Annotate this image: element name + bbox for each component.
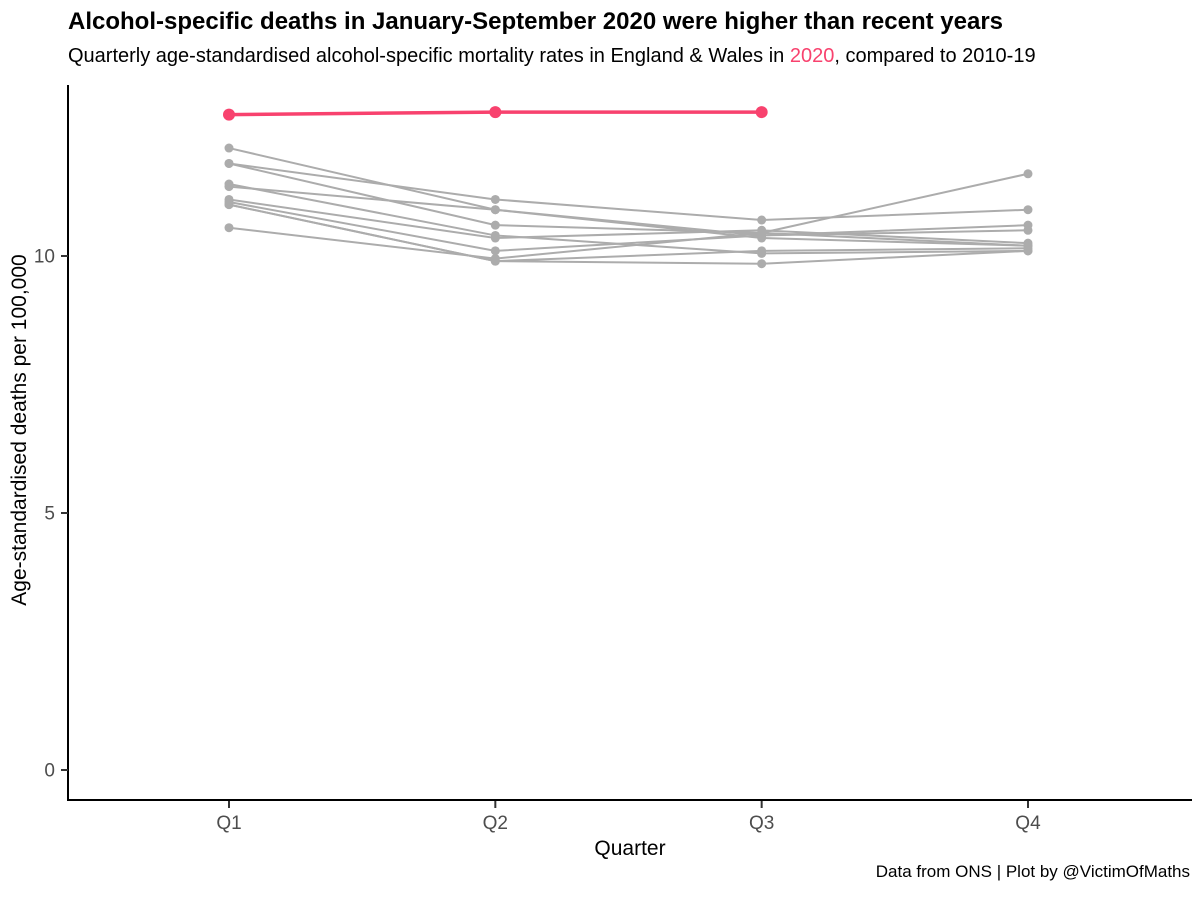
series-line-2011 <box>228 147 1029 237</box>
series-point-2020 <box>755 106 768 119</box>
series-point-2017 <box>757 246 767 256</box>
subtitle-prefix: Quarterly age-standardised alcohol-speci… <box>68 45 790 67</box>
series-point-2018 <box>1023 246 1033 256</box>
y-axis-tick-label: 5 <box>44 504 55 525</box>
series-point-2019 <box>490 254 500 264</box>
series-point-2010 <box>490 194 500 204</box>
series-point-2014 <box>490 205 500 215</box>
x-axis-tick-label: Q3 <box>749 813 774 834</box>
chart-subtitle: Quarterly age-standardised alcohol-speci… <box>68 45 1036 68</box>
series-line-2014 <box>228 185 1029 247</box>
series-point-2018 <box>224 200 234 210</box>
x-axis-tick-label: Q4 <box>1015 813 1041 834</box>
chart-title: Alcohol-specific deaths in January-Septe… <box>68 8 1004 35</box>
series-line-2018 <box>228 203 1029 265</box>
series-point-2012 <box>490 220 500 230</box>
y-axis-title: Age-standardised deaths per 100,000 <box>8 254 31 605</box>
series-point-2019 <box>757 228 767 238</box>
y-axis-tick-label: 10 <box>34 247 55 268</box>
series-point-2010 <box>1023 205 1033 215</box>
subtitle-suffix: , compared to 2010-19 <box>834 45 1036 67</box>
series-line-2012 <box>228 162 1029 247</box>
series-point-2012 <box>224 158 234 168</box>
series-point-2015 <box>1023 220 1033 230</box>
series-point-2018 <box>757 259 767 269</box>
series-point-2015 <box>490 246 500 256</box>
series-point-2019 <box>1023 169 1033 179</box>
y-axis-tick-label: 0 <box>44 761 55 782</box>
series-point-2016 <box>490 233 500 243</box>
series-line-2015 <box>228 201 1029 252</box>
subtitle-highlight-2020: 2020 <box>789 45 835 67</box>
series-point-2010 <box>757 215 767 225</box>
series-point-2014 <box>224 182 234 192</box>
x-axis-tick-label: Q1 <box>216 813 241 834</box>
x-axis-tick-label: Q2 <box>483 813 508 834</box>
series-point-2020 <box>489 106 502 119</box>
series-point-2020 <box>223 108 235 121</box>
series-point-2019 <box>224 223 234 233</box>
series-line-2010 <box>228 162 1029 222</box>
series-line-2019 <box>228 172 1029 260</box>
series-point-2011 <box>224 143 234 153</box>
x-axis-title: Quarter <box>594 837 665 860</box>
chart-caption: Data from ONS | Plot by @VictimOfMaths <box>875 862 1190 881</box>
series-line-2016 <box>228 198 1029 245</box>
series-line-2013 <box>228 183 1028 255</box>
